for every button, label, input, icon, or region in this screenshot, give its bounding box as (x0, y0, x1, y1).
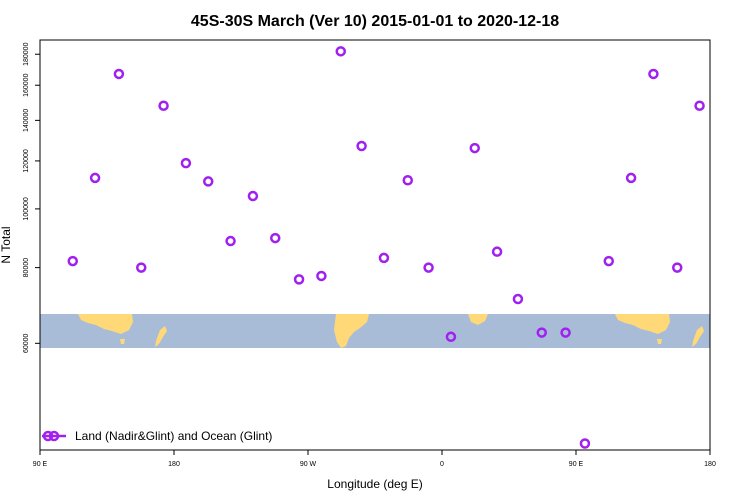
data-point (402, 175, 414, 186)
data-point (445, 331, 457, 343)
data-point (135, 262, 147, 273)
data-point (603, 255, 615, 267)
data-point (335, 46, 347, 57)
plot-frame (39, 39, 711, 451)
x-tick-label: 90 E (569, 461, 584, 468)
land-tasmania-left (120, 339, 125, 344)
data-point (225, 235, 236, 247)
data-point (158, 100, 169, 111)
world-map-strip (40, 314, 710, 348)
data-point (560, 327, 571, 338)
data-point (694, 100, 705, 111)
land-new-zealand-left (155, 326, 167, 347)
data-point (356, 140, 367, 152)
x-tick-label: 90 W (300, 461, 317, 468)
y-tick-label: 140000 (23, 109, 30, 132)
data-point (378, 252, 390, 264)
x-axis: 90 E 180 90 W 0 90 E 180 (33, 450, 716, 468)
data-point (512, 293, 524, 305)
data-point (89, 172, 101, 184)
x-tick-label: 180 (704, 461, 716, 468)
data-point (671, 262, 683, 273)
data-point (316, 270, 327, 282)
data-points (67, 46, 705, 449)
land-new-zealand-right (692, 326, 704, 347)
x-tick-label: 90 E (33, 461, 48, 468)
land-africa (468, 314, 488, 325)
data-point (180, 157, 192, 169)
land-south-america (334, 314, 369, 348)
legend-label: Land (Nadir&Glint) and Ocean (Glint) (75, 429, 272, 443)
y-tick-label: 60000 (23, 333, 30, 353)
chart-title: 45S-30S March (Ver 10) 2015-01-01 to 202… (191, 13, 559, 30)
data-point (625, 172, 637, 184)
legend: Land (Nadir&Glint) and Ocean (Glint) (42, 429, 272, 443)
x-tick-label: 0 (440, 461, 444, 468)
data-point (202, 176, 214, 187)
data-point (579, 438, 591, 449)
data-point (469, 142, 481, 154)
data-point (293, 274, 305, 285)
ocean-band (40, 314, 710, 348)
data-point (536, 327, 548, 338)
data-point (648, 68, 659, 80)
land-tasmania-right (657, 339, 662, 344)
x-axis-label: Longitude (deg E) (327, 477, 422, 491)
y-tick-label: 120000 (23, 149, 30, 172)
data-point (269, 232, 281, 244)
y-tick-label: 80000 (23, 258, 30, 278)
y-axis: 60000 80000 100000 120000 140000 160000 180000 (23, 42, 40, 353)
data-point (67, 255, 79, 267)
x-tick-label: 180 (168, 461, 180, 468)
legend-marker (48, 430, 60, 442)
data-point (247, 190, 259, 202)
y-tick-label: 100000 (23, 197, 30, 220)
data-point (491, 246, 503, 257)
land-australia-right (615, 314, 670, 334)
y-tick-label: 160000 (23, 73, 30, 96)
data-point (423, 262, 434, 273)
legend-marker (42, 430, 54, 442)
data-point (113, 68, 125, 80)
y-axis-label: N Total (0, 226, 13, 263)
y-tick-label: 180000 (23, 42, 30, 65)
land-australia-left (78, 314, 133, 334)
